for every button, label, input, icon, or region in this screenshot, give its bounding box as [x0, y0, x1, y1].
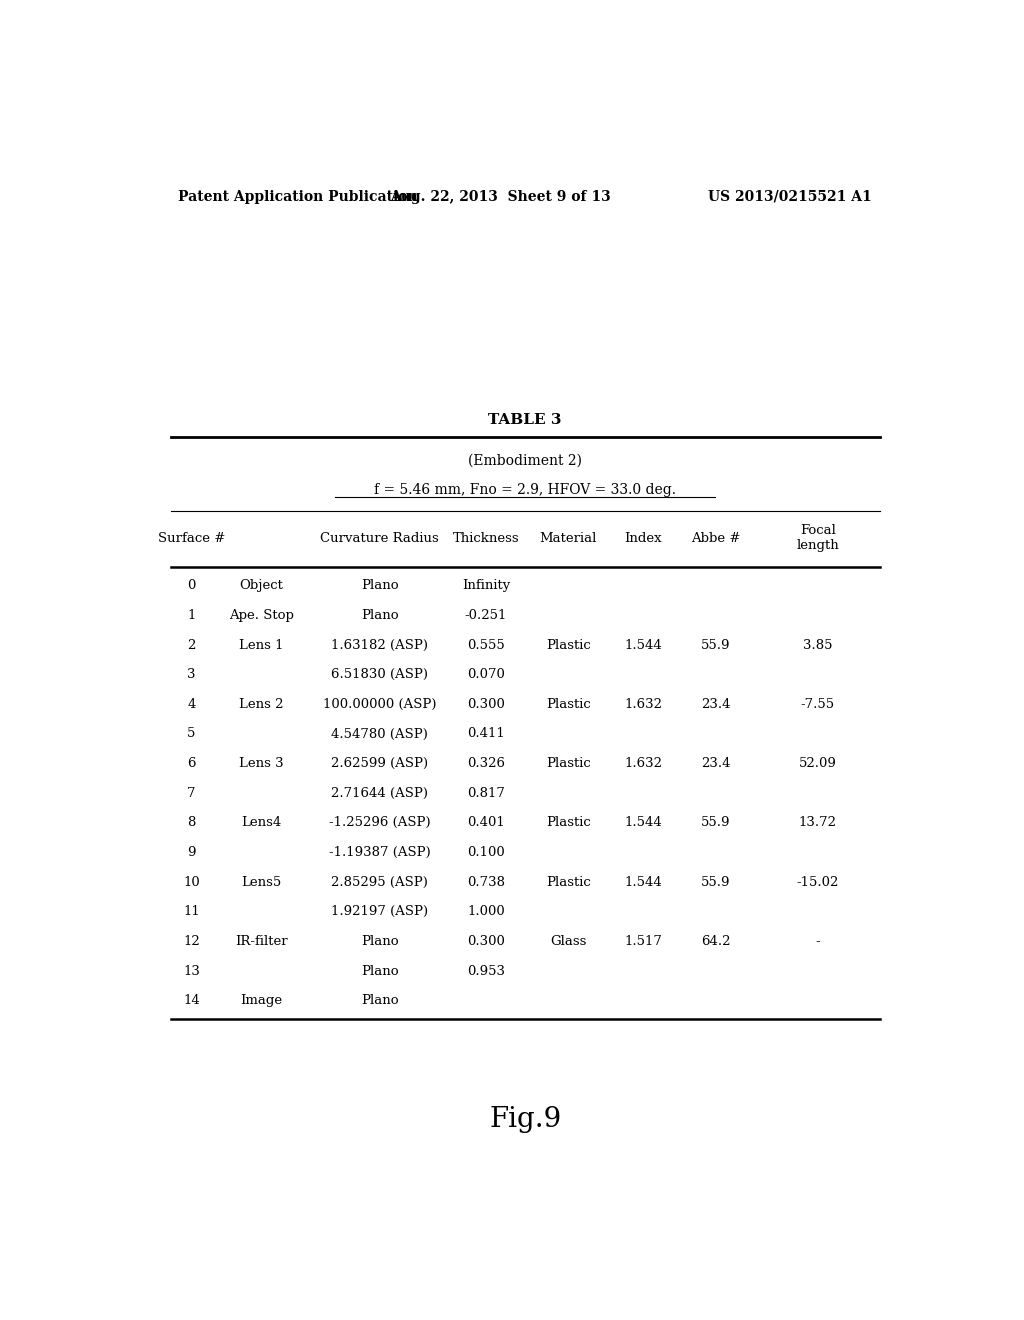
Text: 0.070: 0.070 [467, 668, 505, 681]
Text: 3: 3 [187, 668, 196, 681]
Text: 1.544: 1.544 [625, 816, 663, 829]
Text: Plano: Plano [361, 579, 398, 593]
Text: (Embodiment 2): (Embodiment 2) [468, 453, 583, 467]
Text: Ape. Stop: Ape. Stop [228, 609, 294, 622]
Text: Plano: Plano [361, 994, 398, 1007]
Text: 2.62599 (ASP): 2.62599 (ASP) [332, 758, 428, 770]
Text: Material: Material [540, 532, 597, 545]
Text: 0.300: 0.300 [467, 935, 505, 948]
Text: Index: Index [625, 532, 663, 545]
Text: 0.401: 0.401 [467, 816, 505, 829]
Text: 0: 0 [187, 579, 196, 593]
Text: 55.9: 55.9 [700, 875, 730, 888]
Text: Image: Image [241, 994, 283, 1007]
Text: 7: 7 [187, 787, 196, 800]
Text: Lens5: Lens5 [242, 875, 282, 888]
Text: 11: 11 [183, 906, 200, 919]
Text: 6: 6 [187, 758, 196, 770]
Text: 0.817: 0.817 [467, 787, 505, 800]
Text: Plano: Plano [361, 935, 398, 948]
Text: Object: Object [240, 579, 284, 593]
Text: 13.72: 13.72 [799, 816, 837, 829]
Text: 12: 12 [183, 935, 200, 948]
Text: -: - [815, 935, 820, 948]
Text: Aug. 22, 2013  Sheet 9 of 13: Aug. 22, 2013 Sheet 9 of 13 [389, 190, 610, 203]
Text: 0.738: 0.738 [467, 875, 505, 888]
Text: Curvature Radius: Curvature Radius [321, 532, 439, 545]
Text: -1.19387 (ASP): -1.19387 (ASP) [329, 846, 431, 859]
Text: 1.544: 1.544 [625, 639, 663, 652]
Text: 1.92197 (ASP): 1.92197 (ASP) [332, 906, 428, 919]
Text: Plano: Plano [361, 609, 398, 622]
Text: Plano: Plano [361, 965, 398, 978]
Text: Fig.9: Fig.9 [489, 1106, 561, 1133]
Text: 10: 10 [183, 875, 200, 888]
Text: 1: 1 [187, 609, 196, 622]
Text: 14: 14 [183, 994, 200, 1007]
Text: IR-filter: IR-filter [234, 935, 288, 948]
Text: -15.02: -15.02 [797, 875, 839, 888]
Text: Lens4: Lens4 [242, 816, 282, 829]
Text: 0.953: 0.953 [467, 965, 505, 978]
Text: 55.9: 55.9 [700, 639, 730, 652]
Text: Plastic: Plastic [546, 698, 591, 711]
Text: 0.555: 0.555 [467, 639, 505, 652]
Text: 0.100: 0.100 [467, 846, 505, 859]
Text: Focal
length: Focal length [797, 524, 839, 552]
Text: 13: 13 [183, 965, 200, 978]
Text: f = 5.46 mm, Fno = 2.9, HFOV = 33.0 deg.: f = 5.46 mm, Fno = 2.9, HFOV = 33.0 deg. [374, 483, 676, 496]
Text: 2.85295 (ASP): 2.85295 (ASP) [332, 875, 428, 888]
Text: 1.632: 1.632 [625, 698, 663, 711]
Text: 9: 9 [187, 846, 196, 859]
Text: Surface #: Surface # [158, 532, 225, 545]
Text: 55.9: 55.9 [700, 816, 730, 829]
Text: Plastic: Plastic [546, 816, 591, 829]
Text: Abbe #: Abbe # [691, 532, 740, 545]
Text: 100.00000 (ASP): 100.00000 (ASP) [324, 698, 436, 711]
Text: 64.2: 64.2 [700, 935, 730, 948]
Text: 1.000: 1.000 [467, 906, 505, 919]
Text: Infinity: Infinity [462, 579, 510, 593]
Text: Lens 3: Lens 3 [239, 758, 284, 770]
Text: -7.55: -7.55 [801, 698, 835, 711]
Text: 23.4: 23.4 [700, 698, 730, 711]
Text: Lens 1: Lens 1 [239, 639, 284, 652]
Text: 1.632: 1.632 [625, 758, 663, 770]
Text: 2.71644 (ASP): 2.71644 (ASP) [332, 787, 428, 800]
Text: 1.63182 (ASP): 1.63182 (ASP) [332, 639, 428, 652]
Text: 8: 8 [187, 816, 196, 829]
Text: 1.517: 1.517 [625, 935, 663, 948]
Text: Glass: Glass [550, 935, 587, 948]
Text: 1.544: 1.544 [625, 875, 663, 888]
Text: 3.85: 3.85 [803, 639, 833, 652]
Text: Plastic: Plastic [546, 875, 591, 888]
Text: -0.251: -0.251 [465, 609, 507, 622]
Text: 4: 4 [187, 698, 196, 711]
Text: -1.25296 (ASP): -1.25296 (ASP) [329, 816, 431, 829]
Text: 5: 5 [187, 727, 196, 741]
Text: 23.4: 23.4 [700, 758, 730, 770]
Text: Thickness: Thickness [453, 532, 519, 545]
Text: 0.411: 0.411 [467, 727, 505, 741]
Text: 6.51830 (ASP): 6.51830 (ASP) [332, 668, 428, 681]
Text: 2: 2 [187, 639, 196, 652]
Text: Lens 2: Lens 2 [239, 698, 284, 711]
Text: Plastic: Plastic [546, 758, 591, 770]
Text: 4.54780 (ASP): 4.54780 (ASP) [332, 727, 428, 741]
Text: Plastic: Plastic [546, 639, 591, 652]
Text: 0.326: 0.326 [467, 758, 505, 770]
Text: US 2013/0215521 A1: US 2013/0215521 A1 [709, 190, 872, 203]
Text: 0.300: 0.300 [467, 698, 505, 711]
Text: TABLE 3: TABLE 3 [488, 413, 562, 428]
Text: 52.09: 52.09 [799, 758, 837, 770]
Text: Patent Application Publication: Patent Application Publication [178, 190, 418, 203]
